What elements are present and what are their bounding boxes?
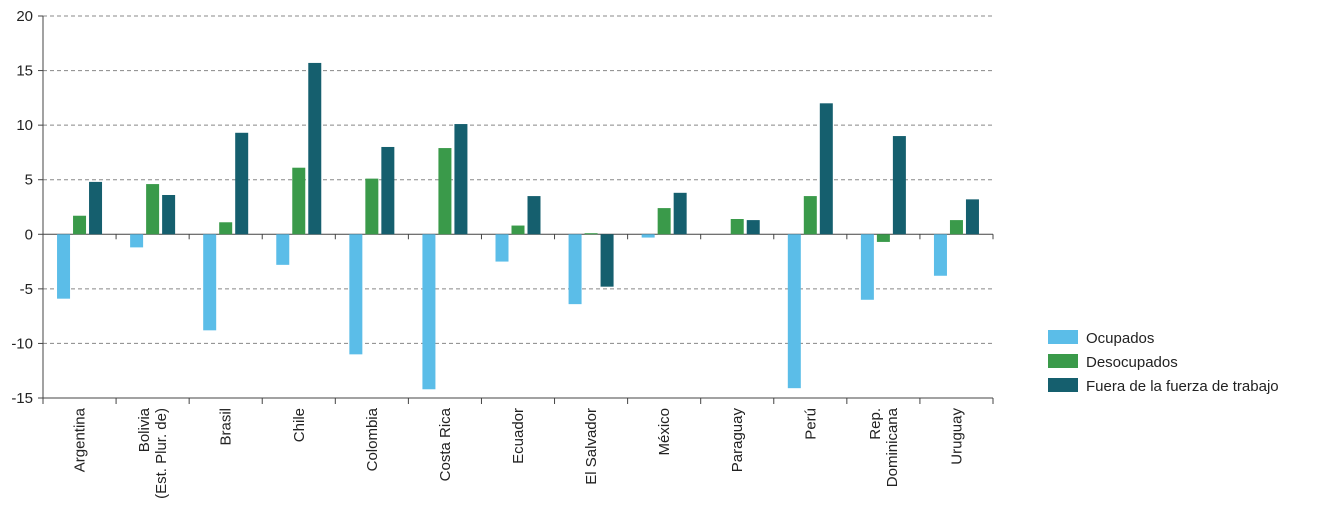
bar <box>203 234 217 331</box>
y-tick-label: 5 <box>25 172 33 189</box>
bar <box>527 196 541 235</box>
x-tick-label: Dominicana <box>884 407 901 487</box>
bar <box>673 192 687 235</box>
x-tick-label: Bolivia <box>136 407 153 452</box>
bar <box>860 234 874 300</box>
bar <box>381 146 395 235</box>
y-tick-label: -5 <box>20 281 33 298</box>
x-tick-label: Paraguay <box>729 408 746 473</box>
bar <box>89 181 103 235</box>
bar <box>162 194 176 235</box>
bar <box>438 148 452 235</box>
legend-swatch <box>1048 330 1078 344</box>
legend-label: Desocupados <box>1086 354 1178 371</box>
bar <box>787 234 801 389</box>
x-tick-label: Chile <box>291 408 308 442</box>
legend-label: Fuera de la fuerza de trabajo <box>1086 378 1279 395</box>
bar <box>965 199 979 235</box>
bar <box>73 215 87 235</box>
bar <box>276 234 290 265</box>
x-tick-label: Brasil <box>218 408 235 446</box>
x-tick-label: Ecuador <box>510 408 527 464</box>
y-tick-label: 20 <box>16 8 33 25</box>
bar <box>57 234 71 299</box>
bar <box>949 220 963 235</box>
x-tick-label: Argentina <box>72 407 89 472</box>
bar <box>146 184 160 235</box>
y-tick-label: 0 <box>25 226 33 243</box>
x-tick-label: Perú <box>802 408 819 440</box>
legend-swatch <box>1048 378 1078 392</box>
bar <box>746 220 760 235</box>
x-tick-label: Rep. <box>867 408 884 440</box>
bar <box>454 124 468 235</box>
x-tick-label: México <box>656 408 673 456</box>
legend-label: Ocupados <box>1086 330 1154 347</box>
bar <box>730 219 744 235</box>
bar <box>657 208 671 235</box>
bar <box>892 136 906 235</box>
legend-swatch <box>1048 354 1078 368</box>
bar <box>584 233 598 235</box>
bar <box>130 234 144 248</box>
y-tick-label: -10 <box>11 335 33 352</box>
bar <box>803 196 817 235</box>
bar <box>568 234 582 305</box>
x-tick-label: El Salvador <box>583 408 600 485</box>
bar <box>641 234 655 238</box>
bar <box>292 167 306 235</box>
x-tick-label: (Est. Plur. de) <box>153 408 170 499</box>
bar <box>235 132 249 235</box>
bar <box>600 234 614 287</box>
bar <box>349 234 363 355</box>
bar <box>219 222 233 235</box>
bar <box>308 62 322 235</box>
y-tick-label: -15 <box>11 390 33 407</box>
x-tick-label: Colombia <box>364 407 381 471</box>
bar <box>365 178 379 235</box>
bar <box>933 234 947 276</box>
bar <box>876 234 890 242</box>
bar <box>819 103 833 235</box>
x-tick-label: Costa Rica <box>437 407 454 481</box>
bar <box>422 234 436 390</box>
bar <box>511 225 525 235</box>
y-tick-label: 15 <box>16 63 33 80</box>
y-tick-label: 10 <box>16 117 33 134</box>
x-tick-label: Uruguay <box>948 408 965 465</box>
bar <box>495 234 509 262</box>
